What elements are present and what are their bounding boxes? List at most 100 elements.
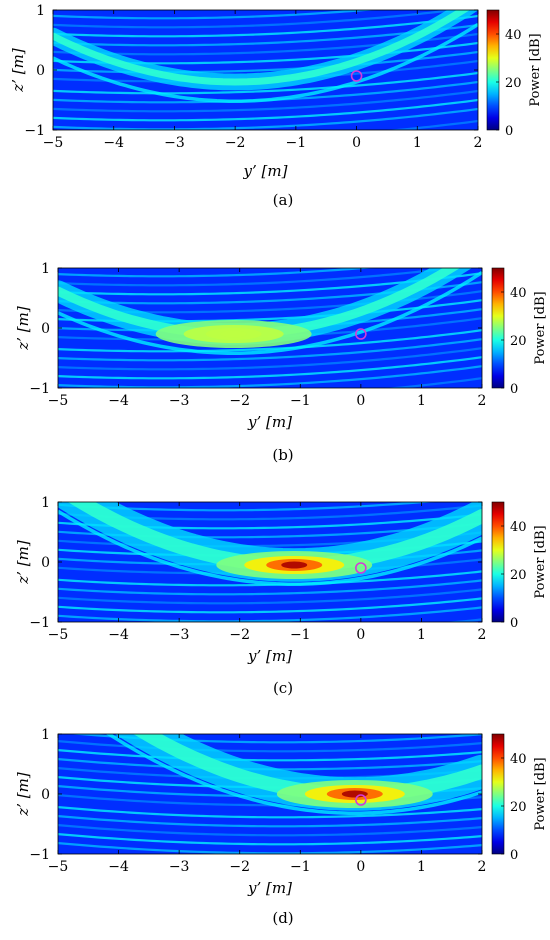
colorbar-label: Power [dB] <box>528 33 543 106</box>
y-tick-label: −1 <box>29 381 50 397</box>
heatmap-arc <box>53 0 478 6</box>
heatmap-arc <box>58 606 482 622</box>
colorbar-tick-label: 0 <box>505 124 513 139</box>
x-tick-label: −2 <box>229 627 250 643</box>
y-axis-label: z’ [m] <box>9 48 27 93</box>
y-tick-label: 0 <box>41 787 50 803</box>
x-axis-label: y’ [m] <box>247 879 292 897</box>
colorbar-tick-label: 20 <box>510 800 527 815</box>
x-tick-label: 1 <box>413 135 422 151</box>
panel-c: −5 −4 −3 −2 −1 0 1 2 −1 0 1 y’ [m] z’ [m] 0 20 40 Power … <box>0 468 550 702</box>
x-tick-label: 0 <box>356 627 365 643</box>
x-tick-label: 1 <box>417 393 426 409</box>
heatmap-arc <box>53 71 478 95</box>
x-tick-label: 2 <box>478 393 487 409</box>
x-tick-label: 1 <box>417 859 426 875</box>
heatmap-chart: −5 −4 −3 −2 −1 0 1 2 −1 0 1 y’ [m] z’ [m] 0 20 40 Power … <box>14 720 548 927</box>
heatmap-arc <box>58 356 482 380</box>
heatmap-arc <box>58 842 482 854</box>
panel-label: (b) <box>272 446 293 464</box>
colorbar-label: Power [dB] <box>533 525 548 598</box>
target-marker <box>355 328 367 340</box>
heatmap-arc <box>58 338 482 362</box>
x-axis-label: y’ [m] <box>247 647 292 665</box>
colorbar-label: Power [dB] <box>533 757 548 830</box>
x-tick-label: 2 <box>478 627 487 643</box>
target-marker <box>350 70 363 82</box>
x-tick-label: −1 <box>290 859 311 875</box>
panel-d: −5 −4 −3 −2 −1 0 1 2 −1 0 1 y’ [m] z’ [m] 0 20 40 Power … <box>0 702 550 936</box>
heatmap-hotspot <box>281 561 308 569</box>
y-tick-label: 0 <box>36 63 45 79</box>
colorbar <box>491 733 505 855</box>
x-tick-label: −3 <box>169 627 190 643</box>
x-tick-label: 2 <box>478 859 487 875</box>
x-tick-label: −4 <box>103 135 124 151</box>
heatmap-chart: −5 −4 −3 −2 −1 0 1 2 −1 0 1 y’ [m] z’ [m] 0 20 40 Power … <box>9 0 543 209</box>
x-tick-label: −4 <box>108 859 129 875</box>
heatmap-arc <box>58 579 482 596</box>
heatmap-arc <box>58 824 482 837</box>
target-marker <box>355 562 367 574</box>
panel-b: −5 −4 −3 −2 −1 0 1 2 −1 0 1 y’ [m] z’ [m] 0 20 40 Power … <box>0 234 550 468</box>
heatmap-field <box>58 720 482 854</box>
heatmap-arc <box>58 806 482 819</box>
heatmap-field <box>58 484 482 622</box>
heatmap-arc <box>58 365 482 388</box>
y-tick-label: 1 <box>41 727 50 743</box>
heatmap-band-secondary <box>105 734 482 815</box>
colorbar-tick-label: 40 <box>510 286 527 301</box>
heatmap-arc <box>58 484 482 498</box>
heatmap-band-secondary <box>53 22 478 103</box>
panel-label: (c) <box>273 679 293 697</box>
x-tick-label: −5 <box>43 135 64 151</box>
x-tick-label: −2 <box>225 135 246 151</box>
y-tick-label: 1 <box>41 261 50 277</box>
panel-label: (a) <box>273 191 294 209</box>
x-tick-label: 0 <box>356 393 365 409</box>
y-tick-label: −1 <box>24 123 45 139</box>
colorbar-tick-label: 0 <box>510 616 518 631</box>
y-axis-label: z’ [m] <box>14 540 32 585</box>
y-tick-label: 1 <box>41 495 50 511</box>
x-tick-label: −1 <box>290 393 311 409</box>
colorbar-tick-label: 40 <box>505 28 522 43</box>
heatmap-arc <box>53 107 478 130</box>
x-tick-label: −3 <box>169 859 190 875</box>
heatmap-arc <box>58 833 482 846</box>
x-tick-label: −3 <box>164 135 185 151</box>
colorbar-tick-label: 0 <box>510 382 518 397</box>
x-tick-label: 2 <box>474 135 483 151</box>
heatmap-field <box>58 268 482 388</box>
x-tick-label: 0 <box>356 859 365 875</box>
heatmap-arc <box>58 720 482 730</box>
y-tick-label: −1 <box>29 847 50 863</box>
colorbar-tick-label: 40 <box>510 752 527 767</box>
x-tick-label: 1 <box>417 627 426 643</box>
heatmap-band-secondary <box>58 271 482 355</box>
heatmap-arc <box>58 268 462 287</box>
x-tick-label: −5 <box>48 393 69 409</box>
colorbar-tick-label: 40 <box>510 520 527 535</box>
heatmap-arc <box>53 10 378 20</box>
x-tick-label: −4 <box>108 627 129 643</box>
y-tick-label: −1 <box>29 615 50 631</box>
colorbar-tick-label: 20 <box>510 334 527 349</box>
target-marker <box>355 794 367 806</box>
x-axis-label: y’ [m] <box>243 162 288 180</box>
heatmap-band-inner <box>53 10 470 86</box>
heatmap-arc <box>58 815 482 828</box>
heatmap-arc <box>384 377 482 388</box>
x-tick-label: −1 <box>290 627 311 643</box>
heatmap-arc <box>53 14 478 38</box>
x-axis-label: y’ [m] <box>247 413 292 431</box>
x-tick-label: −2 <box>229 859 250 875</box>
colorbar <box>491 267 505 389</box>
heatmap-arc <box>58 347 482 371</box>
x-tick-label: −5 <box>48 859 69 875</box>
heatmap-arc <box>53 89 478 113</box>
colorbar-tick-label: 20 <box>505 76 522 91</box>
x-tick-label: 0 <box>352 135 361 151</box>
x-tick-label: −3 <box>169 393 190 409</box>
x-tick-label: −5 <box>48 627 69 643</box>
